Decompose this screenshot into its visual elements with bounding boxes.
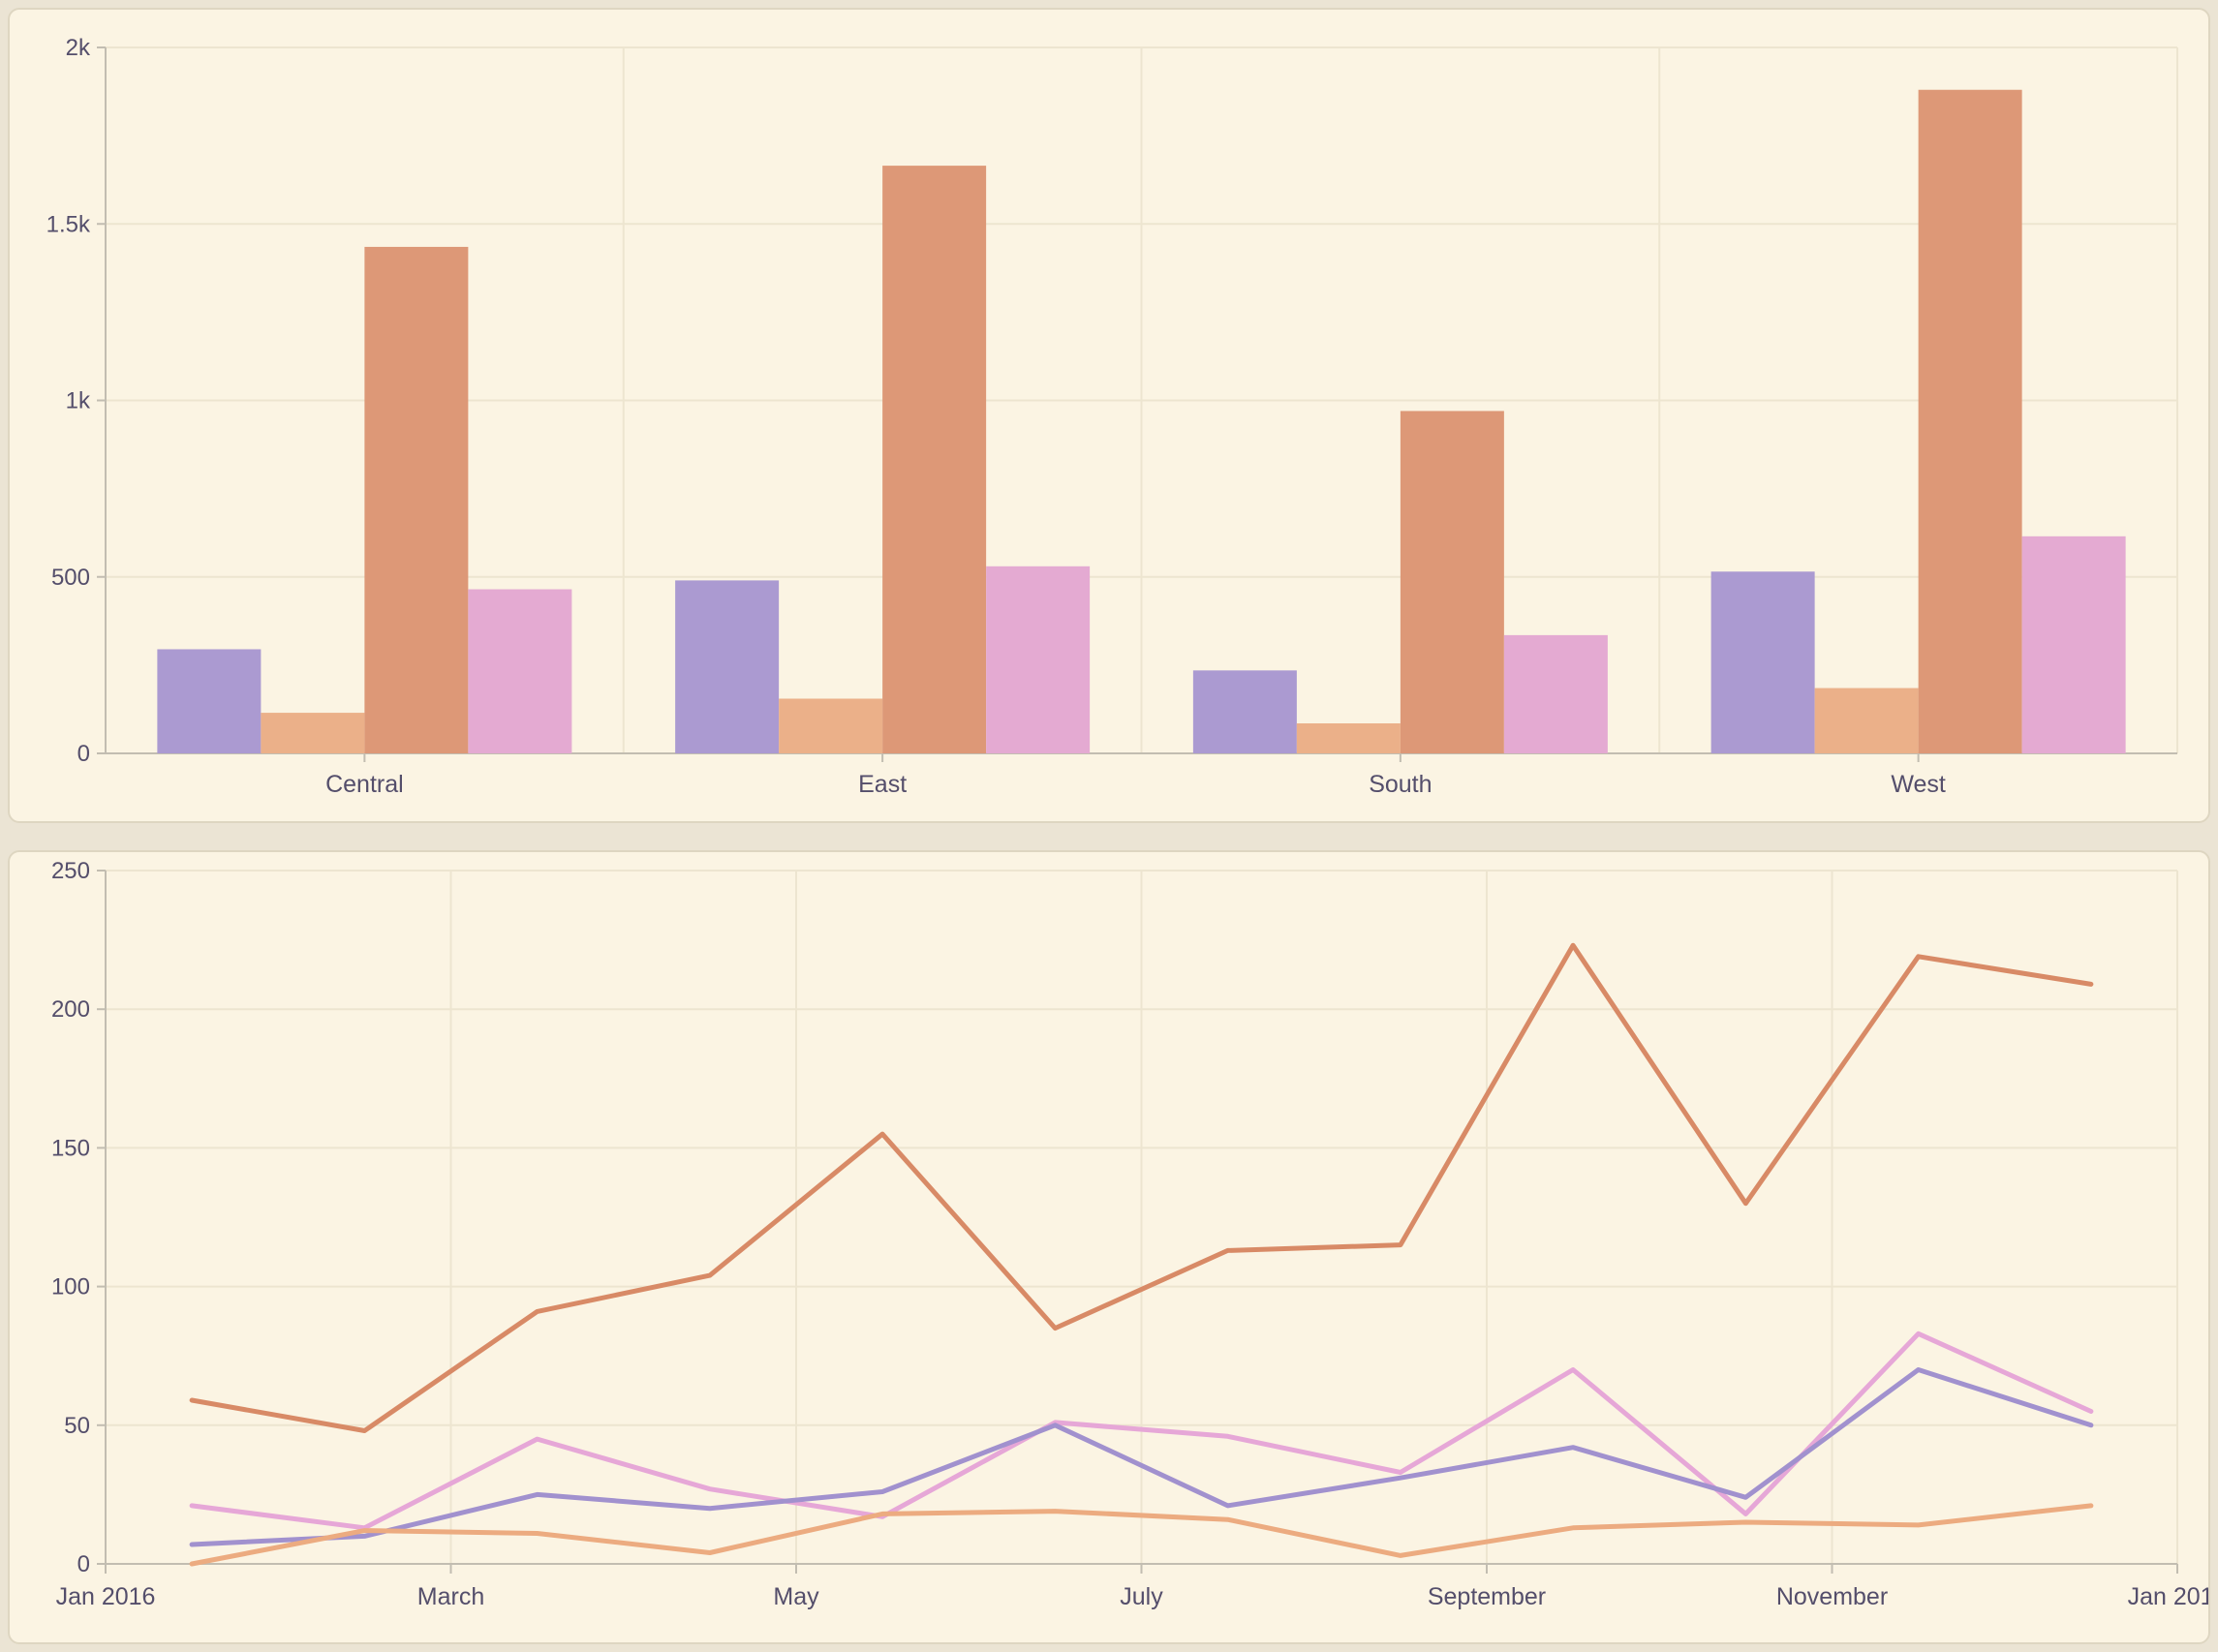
y-axis-label: 200 <box>51 996 90 1023</box>
purple-line[interactable] <box>189 1367 2094 1547</box>
x-axis-label: May <box>773 1583 819 1610</box>
bar-purple-series-south[interactable] <box>1192 670 1297 753</box>
category-label: West <box>1891 771 1946 798</box>
line-chart-panel: 0 50 100 150 200 250 Jan 2016 March May July Septe… <box>8 850 2210 1644</box>
x-axis-label: September <box>1428 1583 1546 1610</box>
y-axis-label: 1.5k <box>46 211 91 237</box>
x-axis-label: Jan 2017 <box>2128 1583 2208 1610</box>
bar-chart-canvas[interactable]: 0 500 1k 1.5k 2k Central East South West <box>10 10 2208 821</box>
bar-salmon-series-south[interactable] <box>1400 411 1504 753</box>
pink-line[interactable] <box>189 1331 2094 1531</box>
bar-purple-series-east[interactable] <box>675 580 780 753</box>
x-axis-label: November <box>1776 1583 1888 1610</box>
bar-chart-panel: 0 500 1k 1.5k 2k Central East South West <box>8 8 2210 823</box>
salmon-line[interactable] <box>189 942 2094 1433</box>
x-axis-label: Jan 2016 <box>56 1583 156 1610</box>
y-axis-label: 1k <box>66 388 91 414</box>
y-axis-label: 100 <box>51 1274 90 1300</box>
bar-pink-series-west[interactable] <box>2021 535 2126 753</box>
bar-salmon-series-central[interactable] <box>364 246 469 753</box>
bar-peach-series-east[interactable] <box>779 698 883 753</box>
y-axis-label: 0 <box>77 741 90 767</box>
bar-pink-series-south[interactable] <box>1503 634 1608 753</box>
line-chart-canvas[interactable]: 0 50 100 150 200 250 Jan 2016 March May July Septe… <box>10 852 2208 1642</box>
bar-peach-series-south[interactable] <box>1296 723 1401 753</box>
bar-peach-series-west[interactable] <box>1814 688 1919 753</box>
y-axis-label: 2k <box>66 35 91 61</box>
bar-salmon-series-west[interactable] <box>1918 89 2022 754</box>
x-axis-label: July <box>1120 1583 1163 1610</box>
category-label: South <box>1369 771 1432 798</box>
bar-pink-series-central[interactable] <box>468 589 572 753</box>
y-axis-label: 0 <box>77 1551 90 1577</box>
bar-purple-series-central[interactable] <box>157 649 262 753</box>
bar-purple-series-west[interactable] <box>1710 571 1815 753</box>
x-axis-label: March <box>417 1583 484 1610</box>
bar-salmon-series-east[interactable] <box>882 166 987 754</box>
y-axis-label: 500 <box>51 565 90 591</box>
bar-peach-series-central[interactable] <box>261 713 365 753</box>
y-axis-label: 150 <box>51 1135 90 1161</box>
peach-line[interactable] <box>189 1503 2094 1567</box>
y-axis-label: 50 <box>64 1413 90 1439</box>
bar-pink-series-east[interactable] <box>986 566 1091 753</box>
y-axis-label: 250 <box>51 858 90 884</box>
category-label: Central <box>325 771 404 798</box>
category-label: East <box>858 771 907 798</box>
